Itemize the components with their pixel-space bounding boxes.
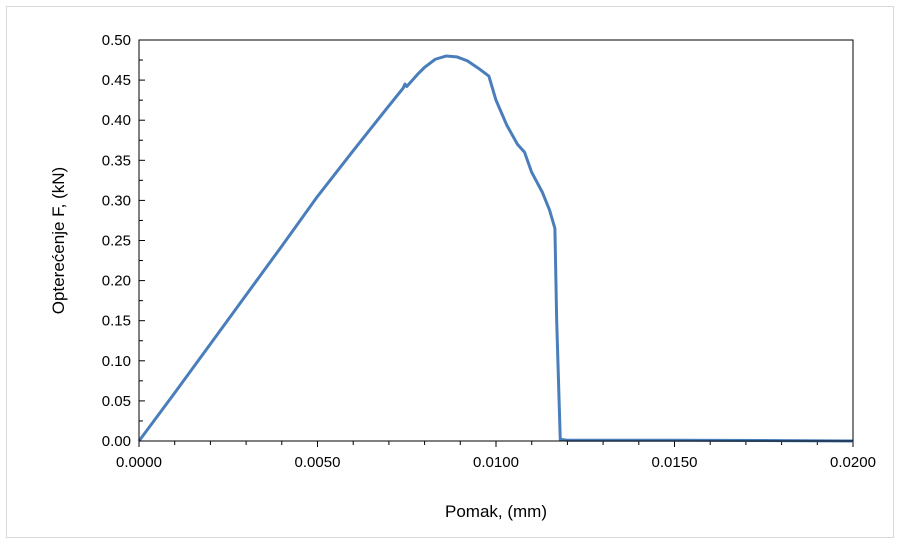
x-tick-label: 0.0200 [830,454,876,471]
y-tick-label: 0.45 [102,72,131,89]
y-tick-label: 0.15 [102,313,131,330]
y-axis-title: Opterećenje F, (kN) [49,167,68,314]
series-layer [137,54,854,443]
y-tick-label: 0.10 [102,353,131,370]
series-line [137,54,854,443]
plot-area-border [138,39,854,442]
y-tick-label: 0.30 [102,192,131,209]
y-tick-label: 0.20 [102,273,131,290]
y-tick-label: 0.25 [102,233,131,250]
y-tick-label: 0.05 [102,393,131,410]
x-axis-ticks: 0.0000 0.0050 0.0100 0.0150 0.0200 [116,441,876,471]
y-tick-label: 0.50 [102,32,131,49]
x-tick-label: 0.0050 [295,454,341,471]
y-tick-label: 0.40 [102,112,131,129]
x-tick-label: 0.0000 [116,454,162,471]
x-tick-label: 0.0150 [652,454,698,471]
x-axis-title: Pomak, (mm) [445,502,547,521]
y-axis-ticks: 0.00 0.05 0.10 0.15 0.20 0.25 0.30 0.35 0.40 0.45… [102,32,145,450]
x-tick-label: 0.0100 [473,454,519,471]
chart-frame [6,6,894,538]
y-tick-label: 0.35 [102,152,131,169]
y-tick-label: 0.00 [102,433,131,450]
